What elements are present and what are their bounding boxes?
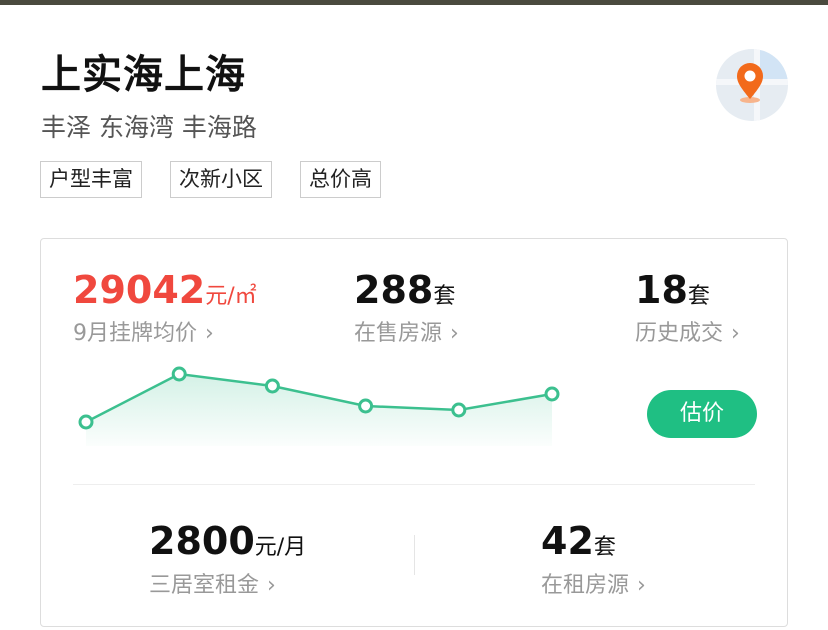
tag: 次新小区 (170, 161, 272, 198)
avg-price-link[interactable]: 9月挂牌均价 › (73, 315, 214, 347)
rentals-label: 在租房源 (541, 573, 630, 598)
top-image-strip (0, 0, 828, 5)
map-button[interactable] (716, 49, 788, 121)
chevron-right-icon: › (450, 321, 459, 346)
tag: 户型丰富 (40, 161, 142, 198)
chevron-right-icon: › (637, 573, 646, 598)
chart-point (358, 398, 374, 414)
avg-price-value: 29042 (73, 268, 206, 312)
chart-point (544, 386, 560, 402)
rent-link[interactable]: 三居室租金 › (149, 567, 276, 599)
rentals: 42套 (541, 522, 616, 561)
page-title: 上实海上海 (41, 52, 246, 98)
on-sale: 288套 (354, 271, 455, 310)
map-pin-icon (716, 49, 788, 121)
vertical-divider (414, 535, 415, 575)
chart-point (78, 414, 94, 430)
rentals-unit: 套 (593, 535, 616, 560)
chevron-right-icon: › (267, 573, 276, 598)
history-label: 历史成交 (635, 321, 724, 346)
on-sale-value: 288 (354, 268, 434, 312)
rent-value: 2800 (149, 519, 255, 563)
on-sale-unit: 套 (433, 284, 456, 309)
chart-line (85, 372, 553, 424)
rentals-value: 42 (541, 519, 594, 563)
tag: 总价高 (300, 161, 381, 198)
rent: 2800元/月 (149, 522, 306, 561)
history-value: 18 (635, 268, 688, 312)
rent-unit: 元/月 (254, 535, 307, 560)
rent-label: 三居室租金 (149, 573, 260, 598)
chart-area (86, 374, 552, 446)
avg-price-label: 9月挂牌均价 (73, 321, 197, 346)
chart-point (171, 366, 187, 382)
price-trend-chart (78, 366, 560, 446)
avg-price: 29042元/㎡ (73, 271, 257, 310)
estimate-button[interactable]: 估价 (647, 390, 757, 438)
on-sale-label: 在售房源 (354, 321, 443, 346)
history-unit: 套 (687, 284, 710, 309)
history: 18套 (635, 271, 710, 310)
chevron-right-icon: › (205, 321, 214, 346)
rentals-link[interactable]: 在租房源 › (541, 567, 646, 599)
avg-price-unit: 元/㎡ (205, 284, 257, 309)
chevron-right-icon: › (731, 321, 740, 346)
on-sale-link[interactable]: 在售房源 › (354, 315, 459, 347)
history-link[interactable]: 历史成交 › (635, 315, 740, 347)
location-subtitle: 丰泽 东海湾 丰海路 (41, 113, 257, 142)
stats-card: 29042元/㎡ 9月挂牌均价 › 288套 在售房源 › 18套 历史成交 › 估价… (40, 238, 788, 627)
chart-point (451, 402, 467, 418)
chart-point (264, 378, 280, 394)
divider (73, 484, 755, 485)
